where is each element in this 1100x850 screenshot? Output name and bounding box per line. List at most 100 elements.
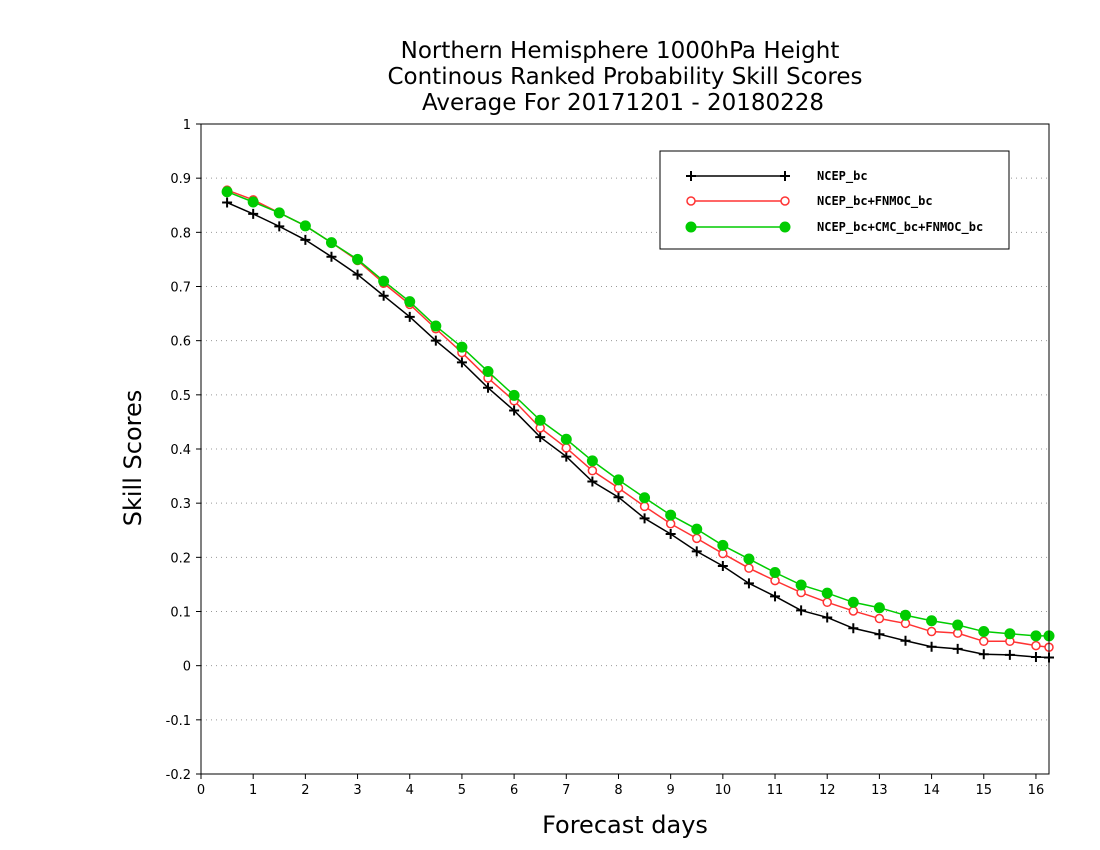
data-point (717, 561, 728, 571)
data-point (456, 357, 467, 368)
data-point (587, 476, 598, 487)
y-tick-label: 0.7 (170, 281, 191, 296)
data-point (769, 567, 781, 578)
x-tick-label: 0 (197, 783, 205, 798)
y-tick-label: 1 (183, 118, 191, 133)
chart-title: Northern Hemisphere 1000hPa Height Conti… (387, 38, 862, 116)
y-tick-label: 0 (183, 660, 191, 675)
data-point (847, 596, 859, 608)
data-point (430, 335, 441, 346)
series-layer (221, 185, 1055, 663)
data-point (1030, 630, 1042, 642)
legend-marker (779, 221, 791, 233)
legend: NCEP_bc NCEP_bc+FNMOC_bc NCEP_bc+CMC_bc+FN… (659, 150, 1010, 250)
data-point (899, 609, 911, 621)
legend-marker (686, 196, 696, 206)
data-point (404, 311, 415, 322)
x-tick-label: 12 (819, 783, 836, 798)
data-point (770, 591, 781, 602)
legend-label: NCEP_bc (817, 169, 868, 184)
x-tick-label: 5 (458, 783, 466, 798)
chart-title-line-3: Average For 20171201 - 20180228 (422, 90, 824, 116)
data-point (430, 320, 442, 332)
data-point (822, 597, 832, 608)
x-tick-label: 14 (923, 783, 940, 798)
x-tick-label: 9 (667, 783, 675, 798)
data-point (691, 523, 703, 535)
data-point (612, 474, 624, 486)
data-point (1031, 640, 1041, 651)
series-3 (221, 186, 1055, 642)
data-point (326, 251, 337, 262)
x-tick-label: 16 (1028, 783, 1045, 798)
data-point (404, 296, 416, 308)
data-point (639, 513, 650, 524)
data-point (744, 563, 754, 573)
data-point (456, 341, 468, 353)
data-point (926, 641, 937, 652)
y-tick-label: 0.8 (170, 226, 191, 241)
data-point (587, 465, 598, 476)
series-line (226, 201, 1050, 659)
legend-label: NCEP_bc+CMC_bc+FNMOC_bc (817, 220, 983, 235)
legend-marker (686, 171, 696, 181)
series-line (226, 189, 1050, 648)
data-point (952, 619, 964, 631)
data-point (221, 186, 233, 198)
y-tick-label: -0.1 (166, 714, 191, 729)
chart-title-line-2: Continous Ranked Probability Skill Score… (387, 64, 862, 90)
chart-title-line-1: Northern Hemisphere 1000hPa Height (401, 38, 840, 64)
x-axis-label: Forecast days (542, 811, 708, 839)
data-point (222, 197, 233, 208)
plot-frame (200, 123, 1050, 775)
x-tick-label: 10 (715, 783, 732, 798)
data-point (822, 612, 833, 623)
data-point (692, 533, 702, 544)
data-point (352, 253, 364, 265)
data-point (535, 432, 546, 443)
data-point (639, 492, 651, 504)
x-tick-label: 4 (406, 783, 414, 798)
y-tick-label: 0.2 (170, 551, 191, 566)
y-tick-label: 0.1 (170, 606, 191, 621)
data-point (874, 613, 885, 624)
data-point (639, 501, 650, 512)
data-point (743, 578, 754, 589)
legend-marker (780, 196, 790, 206)
data-point (821, 587, 833, 599)
data-point (508, 389, 520, 401)
data-point (325, 237, 337, 249)
data-point (534, 414, 546, 426)
data-point (378, 290, 389, 301)
data-point (900, 635, 911, 646)
data-point (613, 492, 624, 503)
data-point (561, 443, 572, 453)
data-point (795, 579, 807, 591)
data-point (665, 509, 677, 521)
x-tick-label: 13 (871, 783, 888, 798)
x-tick-label: 3 (353, 783, 361, 798)
data-point (848, 606, 859, 616)
data-point (1030, 652, 1041, 662)
data-point (665, 529, 676, 540)
data-point (509, 405, 520, 416)
data-point (1004, 649, 1015, 660)
data-point (299, 220, 311, 232)
x-axis-ticks: 0 1 2 3 4 5 6 7 8 9 10 11 12 13 14 15 16 (197, 774, 1044, 798)
x-tick-label: 1 (249, 783, 257, 798)
y-axis-label: Skill Scores (119, 390, 147, 527)
data-point (926, 626, 937, 637)
data-point (248, 208, 259, 219)
data-point (1004, 628, 1016, 640)
legend-marker (780, 171, 790, 181)
data-point (873, 602, 885, 614)
data-point (561, 451, 572, 462)
y-tick-label: -0.2 (166, 768, 191, 783)
data-point (273, 207, 285, 219)
x-tick-label: 7 (562, 783, 570, 798)
y-tick-label: 0.3 (170, 497, 191, 512)
data-point (665, 519, 676, 529)
data-point (926, 615, 938, 627)
legend-marker (685, 221, 697, 233)
